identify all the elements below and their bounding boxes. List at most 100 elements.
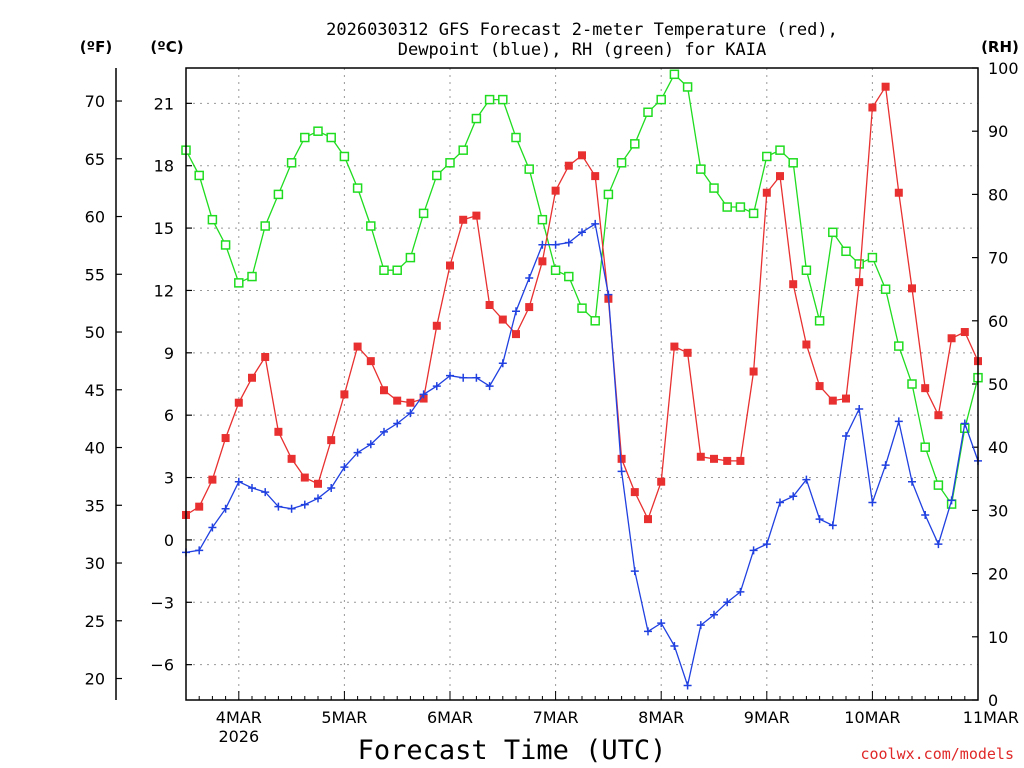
rh-point [194,170,204,181]
time-tick-label: 7MAR [533,708,579,727]
temperature-point [591,172,600,181]
dewpoint-point [525,273,534,282]
rh-point [933,480,944,490]
temperature-point [828,396,837,405]
celsius-unit-label: (ºC) [150,38,183,56]
temperature-point [723,456,732,465]
rh-tick-label: 30 [988,501,1008,520]
rh-point [867,252,878,263]
dewpoint-point [683,681,692,690]
dewpoint-point [736,587,745,596]
celsius-tick-label: −6 [150,656,174,675]
rh-point [669,69,680,80]
fahrenheit-tick-label: 70 [85,92,105,111]
dewpoint-point [723,598,732,607]
temperature-point [459,215,468,224]
dewpoint-point [710,610,718,619]
rh-tick-label: 10 [988,628,1008,647]
temperature-point [921,384,930,393]
dewpoint-point [393,419,402,428]
temperature-point [419,394,428,403]
temperature-point [551,186,560,195]
rh-point [207,214,218,225]
rh-point [405,252,416,263]
time-tick-label: 8MAR [638,708,684,727]
rh-tick-label: 90 [988,122,1008,141]
temperature-point [380,386,388,395]
celsius-tick-label: 9 [164,344,174,363]
dewpoint-point [538,240,547,249]
temperature-point [274,427,283,436]
rh-point [656,94,666,105]
rh-point [220,240,231,250]
rh-point [722,202,732,212]
dewpoint-point [776,498,784,507]
dewpoint-point [551,240,560,249]
fahrenheit-unit-label: (ºF) [80,38,112,56]
temperature-point [340,390,349,399]
temperature-point [749,367,758,376]
temperature-point [261,352,270,361]
dewpoint-point [274,502,283,511]
temperature-point [578,151,586,160]
dewpoint-point [512,307,520,316]
rh-point [748,208,759,219]
rh-point [590,316,600,326]
rh-point [511,132,521,143]
time-tick-label: 9MAR [744,708,790,727]
dewpoint-point [630,567,639,576]
rh-point [326,132,336,143]
temperature-point [842,394,850,403]
temperature-point [617,454,626,463]
dewpoint-point [868,498,877,507]
rh-point [471,113,482,124]
temperature-point [762,188,771,197]
dewpoint-point [208,523,217,532]
dewpoint-point [340,463,349,472]
credit-label: coolwx.com/models [860,745,1014,763]
dewpoint-point [657,619,666,628]
rh-point [801,265,812,275]
temperature-point [208,475,217,484]
rh-point [484,94,495,105]
temperature-point [300,473,309,482]
rh-point [788,158,798,168]
temperature-point [802,340,811,349]
rh-point [524,164,534,174]
dewpoint-point [591,219,600,228]
temperature-point [221,434,230,443]
rh-point [379,265,389,275]
celsius-tick-label: 15 [154,219,174,238]
grid-lines [186,68,979,700]
temperature-point [393,396,402,405]
rh-point [709,183,719,193]
temperature-point [789,280,798,289]
temperature-point [248,373,256,382]
dewpoint-point [934,540,943,549]
rh-point [286,158,297,168]
dewpoint-point [380,427,388,436]
dewpoint-point [459,373,468,382]
plot-frame [185,67,979,701]
rh-point [907,379,917,389]
series-dewpoint [182,219,982,690]
dewpoint-point [815,515,824,524]
rh-point [775,145,785,155]
dewpoint-point [947,496,956,505]
dewpoint-point [432,382,441,391]
temperature-point [947,334,956,343]
fahrenheit-tick-label: 65 [85,150,105,169]
dewpoint-point [749,546,758,555]
temperature-point [855,278,864,287]
rh-point [814,316,825,326]
dewpoint-point [472,373,481,382]
dewpoint-point [221,504,230,513]
temperature-point [327,436,336,445]
rh-point [630,139,640,149]
rh-point [682,82,693,92]
chart-title-line1: 2026030312 GFS Forecast 2-meter Temperat… [326,20,838,40]
dewpoint-point [960,419,969,428]
rh-point [603,189,614,200]
